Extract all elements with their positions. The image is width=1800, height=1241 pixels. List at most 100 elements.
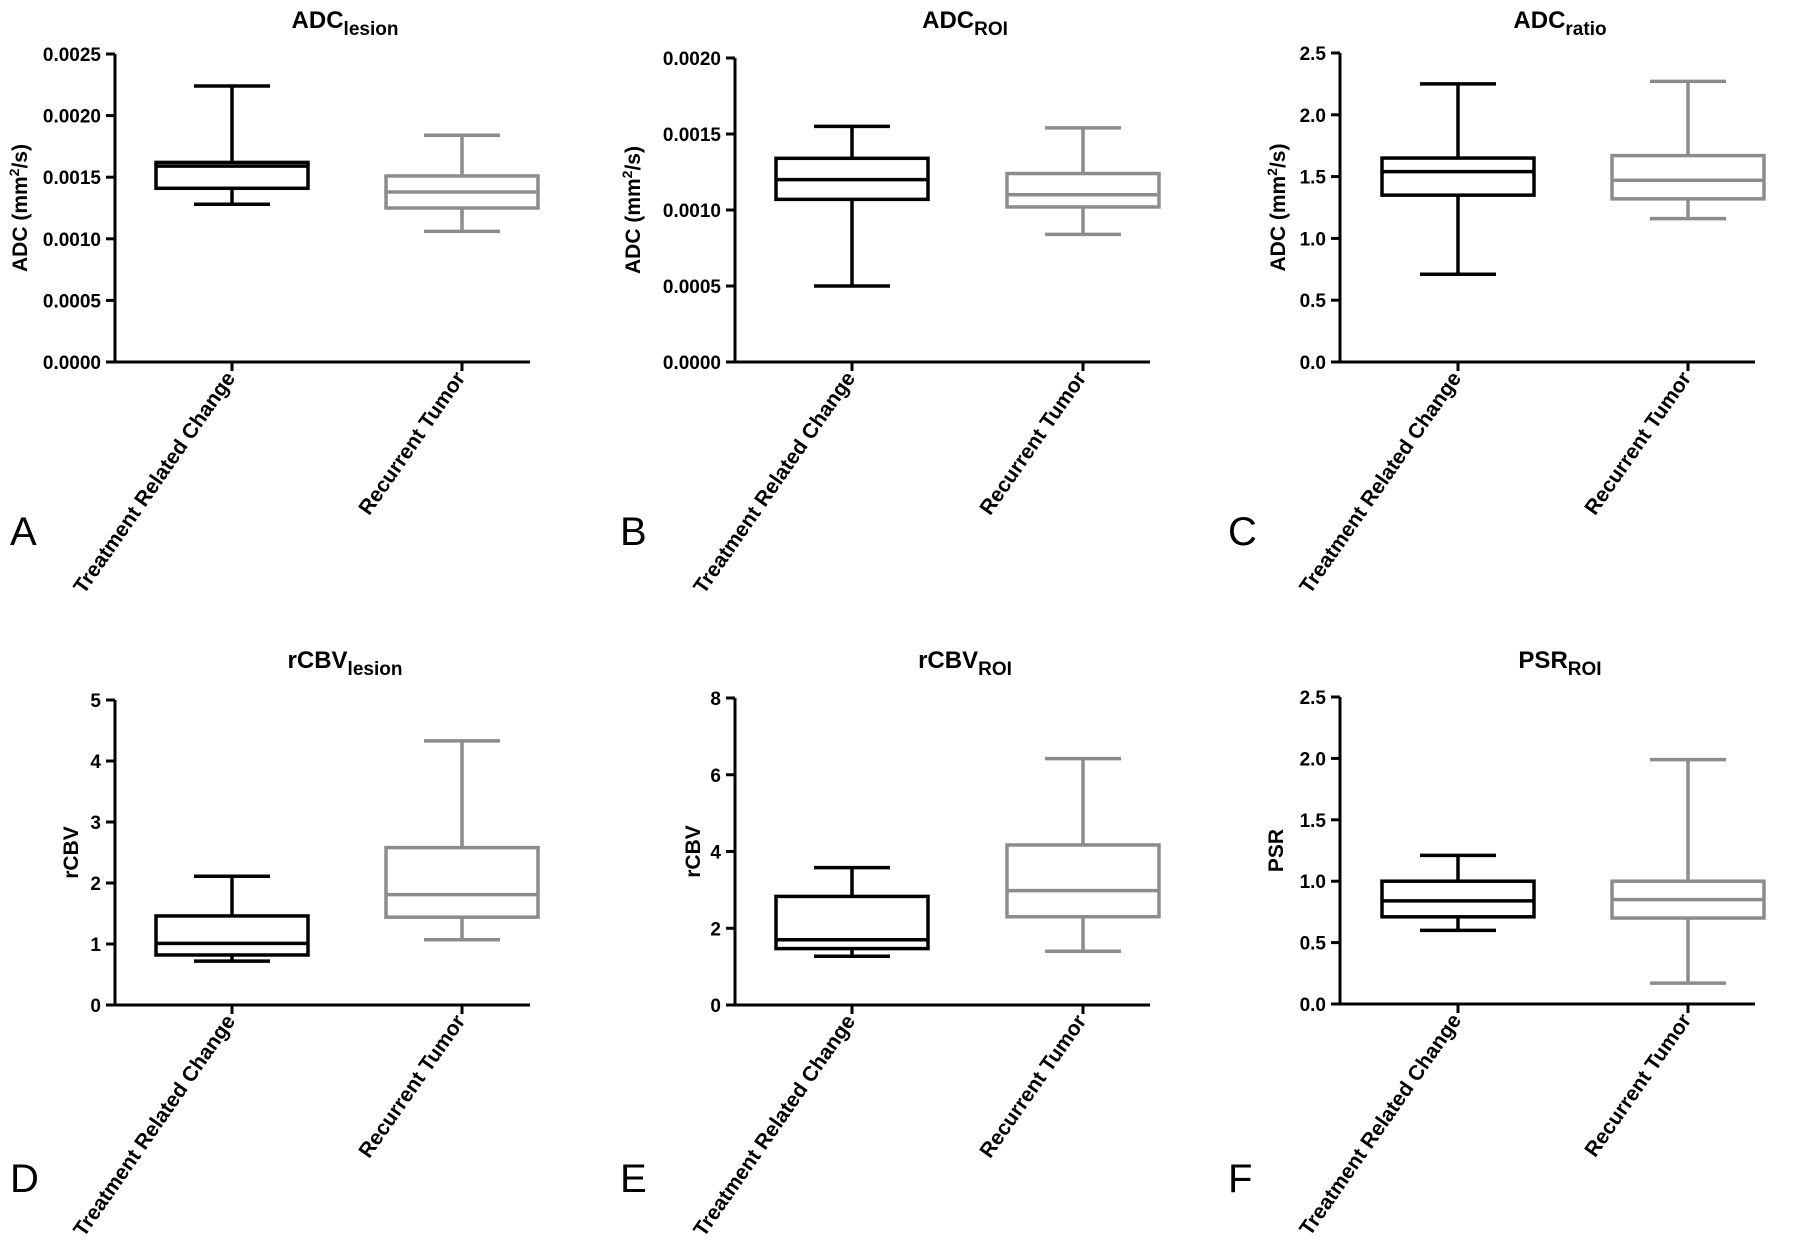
chart-title-subscript: lesion bbox=[344, 19, 399, 40]
y-axis-label-text: ADC (mm bbox=[1267, 176, 1290, 272]
y-tick-label: 2.5 bbox=[1300, 688, 1327, 709]
panel-a: ADClesion ADC (mm2/s) 0.0000 0.0005 0.0010 0.… bbox=[6, 7, 540, 598]
y-axis-label-text: ADC (mm bbox=[9, 176, 32, 272]
x-tick-label-treatment: Treatment Related Change bbox=[69, 368, 240, 598]
y-tick-label: 0 bbox=[710, 996, 721, 1017]
box-recurrent-tumor bbox=[384, 739, 540, 942]
box-recurrent-tumor bbox=[1610, 757, 1766, 985]
box-treatment-related-change bbox=[1380, 853, 1536, 933]
y-tick-label: 6 bbox=[710, 766, 721, 787]
y-axis-label-tail: /s) bbox=[622, 146, 645, 171]
y-tick-label: 0.0 bbox=[1300, 353, 1326, 374]
iqr-box bbox=[1005, 843, 1161, 919]
chart-title-subscript: ROI bbox=[1568, 659, 1602, 680]
y-tick-label: 0.0000 bbox=[43, 353, 101, 374]
y-tick-label: 4 bbox=[90, 752, 101, 773]
box-recurrent-tumor bbox=[1005, 126, 1161, 237]
chart-title-subscript: ROI bbox=[978, 659, 1012, 680]
y-axis-label: ADC (mm2/s) bbox=[619, 146, 645, 274]
y-tick-label: 0.0000 bbox=[663, 353, 721, 374]
y-tick-label: 1.5 bbox=[1300, 811, 1327, 832]
x-tick-label-treatment: Treatment Related Change bbox=[69, 1011, 240, 1241]
iqr-box bbox=[154, 914, 310, 957]
y-tick-label: 1.0 bbox=[1300, 872, 1326, 893]
y-tick-label: 0.0005 bbox=[663, 277, 722, 298]
y-tick-label: 0 bbox=[90, 996, 101, 1017]
panel-label: C bbox=[1228, 510, 1257, 554]
y-tick-label: 2.0 bbox=[1300, 106, 1326, 127]
panel-label: F bbox=[1228, 1157, 1252, 1201]
y-tick-label: 0.0010 bbox=[43, 230, 101, 251]
y-axis-label-text: rCBV bbox=[60, 826, 83, 879]
iqr-box bbox=[774, 894, 930, 951]
panel-label: A bbox=[10, 510, 37, 554]
chart-title-main: rCBV bbox=[918, 647, 978, 674]
x-tick-label-treatment: Treatment Related Change bbox=[689, 1011, 860, 1241]
y-tick-label: 0.0005 bbox=[43, 291, 102, 312]
y-axis-label: ADC (mm2/s) bbox=[1264, 144, 1290, 272]
y-tick-label: 0.0015 bbox=[43, 168, 102, 189]
chart-title: rCBVlesion bbox=[288, 647, 403, 680]
panel-label: B bbox=[620, 510, 647, 554]
y-tick-label: 2.5 bbox=[1300, 44, 1327, 65]
box-recurrent-tumor bbox=[384, 133, 540, 234]
y-axis-label: rCBV bbox=[60, 826, 83, 879]
y-tick-label: 2 bbox=[90, 874, 101, 895]
y-tick-label: 0.0015 bbox=[663, 125, 722, 146]
iqr-box bbox=[384, 845, 540, 919]
x-tick-label-recurrent: Recurrent Tumor bbox=[975, 1011, 1091, 1162]
iqr-box bbox=[154, 160, 310, 191]
box-recurrent-tumor bbox=[1005, 756, 1161, 954]
chart-title: PSRROI bbox=[1518, 647, 1601, 680]
chart-title-main: PSR bbox=[1518, 647, 1567, 674]
box-treatment-related-change bbox=[154, 84, 310, 207]
panel-b: ADCROI ADC (mm2/s) 0.0000 0.0005 0.0010 0.001… bbox=[619, 7, 1161, 598]
y-tick-label: 0.0020 bbox=[663, 49, 721, 70]
chart-title: ADCROI bbox=[922, 7, 1008, 40]
chart-title-subscript: lesion bbox=[348, 659, 403, 680]
y-tick-label: 3 bbox=[90, 813, 101, 834]
y-tick-label: 2.0 bbox=[1300, 749, 1326, 770]
y-tick-label: 0.0025 bbox=[43, 45, 102, 66]
y-tick-label: 4 bbox=[710, 843, 721, 864]
y-tick-label: 0.0020 bbox=[43, 107, 101, 128]
panel-label: E bbox=[620, 1157, 647, 1201]
y-tick-label: 1.0 bbox=[1300, 229, 1326, 250]
panel-label: D bbox=[10, 1157, 39, 1201]
chart-title-subscript: ratio bbox=[1565, 19, 1606, 40]
x-tick-label-recurrent: Recurrent Tumor bbox=[1580, 1010, 1696, 1161]
iqr-box bbox=[1610, 153, 1766, 201]
y-axis-label: PSR bbox=[1265, 829, 1288, 872]
chart-title-main: ADC bbox=[1513, 7, 1565, 34]
y-axis-label-text: rCBV bbox=[682, 825, 705, 878]
x-tick-label-treatment: Treatment Related Change bbox=[1295, 1010, 1466, 1240]
iqr-box bbox=[1380, 156, 1536, 197]
panel-c: ADCratio ADC (mm2/s) 0.0 0.5 1.0 1.5 2.0 2.5 Tre… bbox=[1228, 7, 1766, 598]
chart-title: rCBVROI bbox=[918, 647, 1012, 680]
y-tick-label: 8 bbox=[710, 689, 721, 710]
box-recurrent-tumor bbox=[1610, 79, 1766, 221]
y-axis-label-text: PSR bbox=[1265, 829, 1288, 872]
y-axis-label-sup: 2 bbox=[6, 168, 22, 176]
chart-title-subscript: ROI bbox=[974, 19, 1008, 40]
y-axis-label: rCBV bbox=[682, 825, 705, 878]
chart-title-main: rCBV bbox=[288, 647, 348, 674]
x-tick-label-recurrent: Recurrent Tumor bbox=[354, 368, 470, 519]
y-tick-label: 0.5 bbox=[1300, 934, 1327, 955]
y-axis-label: ADC (mm2/s) bbox=[6, 144, 32, 272]
x-tick-label-recurrent: Recurrent Tumor bbox=[1580, 368, 1696, 519]
y-tick-label: 1 bbox=[90, 935, 101, 956]
y-axis-label-sup: 2 bbox=[1264, 168, 1280, 176]
y-tick-label: 0.5 bbox=[1300, 291, 1327, 312]
chart-title: ADCratio bbox=[1513, 7, 1606, 40]
x-tick-label-recurrent: Recurrent Tumor bbox=[975, 368, 1091, 519]
y-axis-label-tail: /s) bbox=[9, 144, 32, 169]
chart-title-main: ADC bbox=[922, 7, 974, 34]
box-treatment-related-change bbox=[774, 865, 930, 959]
y-tick-label: 2 bbox=[710, 919, 721, 940]
y-tick-label: 0.0 bbox=[1300, 995, 1326, 1016]
y-axis-label-tail: /s) bbox=[1267, 144, 1290, 169]
